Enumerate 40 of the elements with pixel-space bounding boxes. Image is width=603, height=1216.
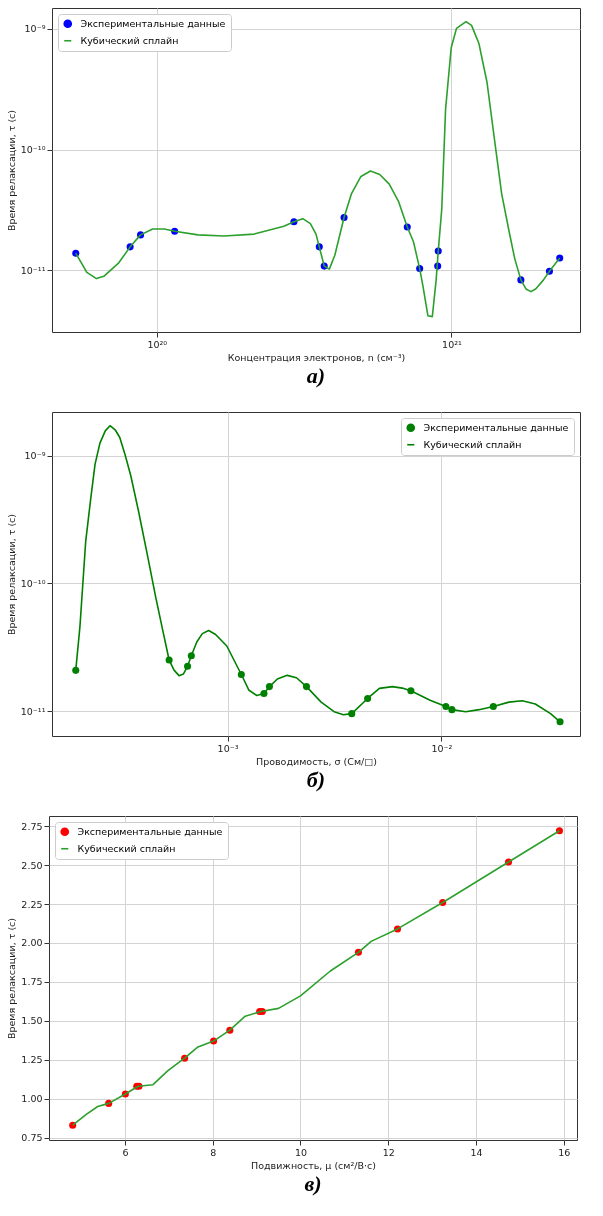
y-tick-label: 0.75 [21, 1132, 43, 1144]
y-axis-title: Время релаксации, τ (с) [5, 513, 17, 636]
y-tick-label: 10⁻¹¹ [20, 264, 46, 276]
x-tick-label: 10²¹ [442, 338, 463, 350]
y-tick-label: 10⁻⁹ [24, 23, 46, 35]
x-tick-label: 8 [210, 1146, 217, 1158]
text: б) [306, 767, 326, 792]
x-tick-label: 14 [470, 1146, 483, 1158]
legend-label: Экспериментальные данные [77, 825, 223, 837]
x-tick-label: 10 [294, 1146, 308, 1158]
y-tick-label: 2.25 [21, 898, 43, 910]
y-tick-label: 1.00 [21, 1093, 43, 1105]
x-tick-label: 10⁻² [431, 742, 453, 754]
y-tick-label: 10⁻¹⁰ [20, 144, 46, 156]
y-tick-label: 10⁻¹⁰ [20, 577, 46, 589]
x-tick-label: 16 [558, 1146, 571, 1158]
x-tick-label: 12 [382, 1146, 395, 1158]
legend-label: Кубический сплайн [423, 438, 522, 450]
x-axis-title: Проводимость, σ (См/□) [256, 756, 377, 767]
legend-label: Экспериментальные данные [80, 17, 226, 29]
y-axis-title: Время релаксации, τ (с) [5, 109, 17, 232]
y-tick-label: 1.25 [21, 1054, 43, 1066]
x-axis-title: Подвижность, μ (см²/В·с) [251, 1160, 376, 1171]
y-tick-label: 2.75 [21, 820, 43, 832]
y-tick-label: 10⁻¹¹ [20, 705, 46, 717]
text: в) [304, 1171, 322, 1196]
legend-label: Кубический сплайн [80, 34, 179, 46]
y-axis-title: Время релаксации, τ (с) [6, 917, 18, 1040]
x-tick-label: 10⁻³ [217, 742, 239, 754]
legend-label: Экспериментальные данные [423, 421, 569, 433]
y-tick-label: 1.50 [21, 1015, 43, 1027]
y-tick-label: 2.50 [21, 859, 43, 871]
x-tick-label: 10²⁰ [147, 338, 168, 350]
x-tick-label: 6 [122, 1146, 129, 1158]
y-tick-label: 2.00 [21, 937, 43, 949]
y-tick-label: 1.75 [21, 976, 43, 988]
legend-label: Кубический сплайн [77, 842, 176, 854]
x-axis-title: Концентрация электронов, n (см⁻³) [227, 352, 406, 363]
text: а) [306, 363, 326, 388]
y-tick-label: 10⁻⁹ [24, 450, 46, 462]
